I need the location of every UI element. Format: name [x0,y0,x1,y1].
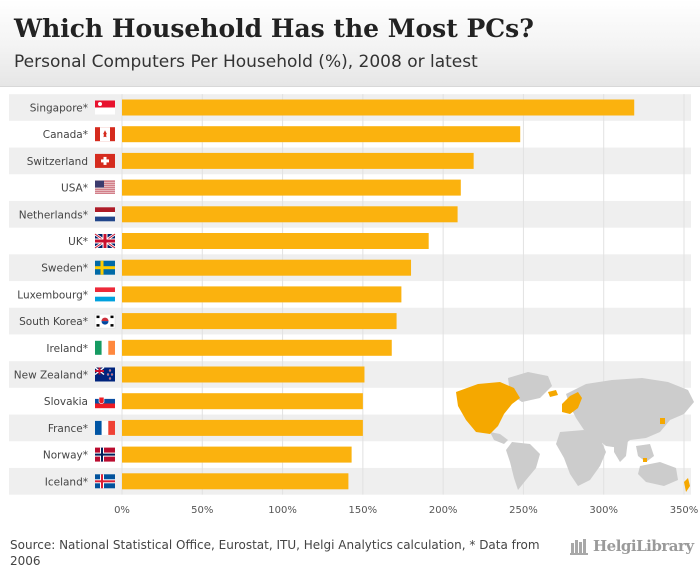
source-note: Source: National Statistical Office, Eur… [10,538,540,568]
map-land-australia [638,462,678,486]
map-land-india [614,440,628,462]
bar [122,152,474,169]
luxembourg-flag [95,287,115,302]
new-zealand-flag [94,366,115,382]
chart-header: Which Household Has the Most PCs? Person… [0,0,700,87]
map-land-africa [556,430,606,486]
library-icon [570,539,588,555]
uk-flag [94,232,116,250]
country-flags [94,100,116,489]
x-tick-label: 300% [589,505,618,516]
category-label: New Zealand* [14,370,88,382]
iceland-flag [95,474,115,489]
x-tick-label: 250% [509,505,538,516]
category-label: USA* [61,183,88,195]
category-label: Luxembourg* [17,289,88,301]
map-highlight-singapore [643,458,647,462]
brand-name: HelgiLibrary [593,537,694,555]
category-label: Singapore* [30,103,88,115]
switzerland-flag [95,153,115,168]
bar [122,366,365,383]
bar [122,473,349,490]
category-label: South Korea* [19,316,88,328]
category-label: Switzerland [27,156,88,168]
bar [122,99,635,116]
bar [122,393,363,410]
usa-flag [95,180,115,195]
bar [122,259,412,276]
chart-subtitle: Personal Computers Per Household (%), 20… [14,52,478,72]
chart-title: Which Household Has the Most PCs? [14,14,534,43]
x-tick-label: 200% [429,505,458,516]
map-highlight-south-korea [660,418,665,424]
x-tick-label: 100% [268,505,297,516]
map-highlight-new-zealand [684,478,690,492]
bar [122,126,521,143]
map-highlight-europe [562,392,582,414]
bar [122,339,392,356]
bar-series [122,99,635,490]
slovakia-flag [95,394,115,409]
map-land-greenland [508,372,552,402]
category-label: Sweden* [41,263,88,275]
bar [122,179,461,196]
south-korea-flag [94,313,116,329]
map-highlight-iceland [548,390,558,397]
row-labels: Singapore* Canada* Switzerland USA* Netherla… [14,103,88,489]
norway-flag [95,447,115,462]
category-label: Iceland* [45,476,88,488]
bar [122,419,363,436]
bar [122,233,429,249]
sweden-flag [95,260,115,275]
bar [122,446,352,463]
map-land-eurasia [566,378,694,448]
x-tick-label: 0% [114,505,130,516]
category-label: France* [48,423,88,435]
x-tick-label: 350% [670,505,699,516]
category-label: Netherlands* [19,209,88,221]
world-map [456,372,694,492]
category-label: Norway* [43,450,88,462]
x-tick-label: 50% [191,505,213,516]
bar-chart: Singapore* Canada* Switzerland USA* Netherla… [9,94,698,516]
category-label: Slovakia [44,396,88,408]
map-land-southeast-asia [636,444,654,462]
netherlands-flag [95,207,115,222]
x-tick-label: 150% [349,505,378,516]
france-flag [95,420,115,435]
singapore-flag [95,100,115,115]
ireland-flag [95,340,115,355]
category-label: Ireland* [46,343,88,355]
map-highlight-north-america [456,382,520,434]
map-land-central-america [490,432,508,444]
canada-flag [95,127,115,142]
bar [122,206,458,223]
bar [122,286,402,303]
map-land-south-america [506,442,540,490]
x-axis-ticks: 0% 50% 100% 150% 200% 250% 300% 350% [114,505,698,516]
brand-logo: HelgiLibrary [570,536,694,556]
bar [122,313,397,330]
category-label: UK* [68,236,88,248]
category-label: Canada* [43,129,88,141]
